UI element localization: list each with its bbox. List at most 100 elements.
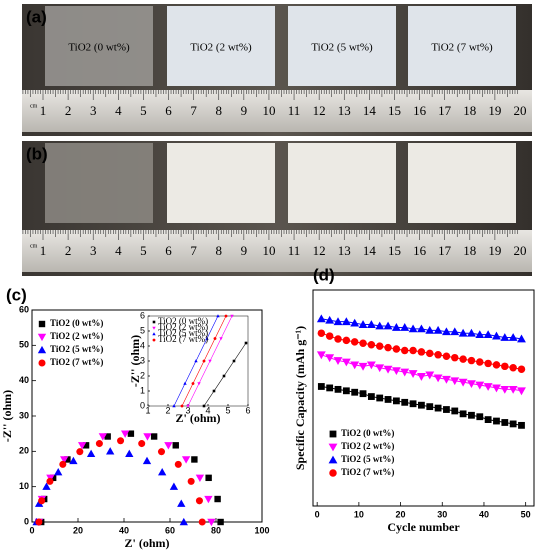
data-point xyxy=(125,449,134,458)
film-sample xyxy=(288,6,396,86)
data-point xyxy=(358,320,368,328)
ruler-number: 19 xyxy=(488,103,501,118)
y-axis-label: -Z'' (ohm) xyxy=(0,390,14,442)
ruler-number: 8 xyxy=(215,103,222,118)
data-point xyxy=(500,385,510,394)
data-point xyxy=(391,367,401,376)
data-point xyxy=(500,333,510,341)
data-point xyxy=(169,482,179,490)
data-point xyxy=(408,324,418,333)
legend-marker xyxy=(152,332,156,336)
ruler-number: 15 xyxy=(388,243,401,258)
data-point xyxy=(517,334,526,343)
data-point xyxy=(509,364,517,372)
ruler-number: 15 xyxy=(388,103,401,118)
ruler-number: 1 xyxy=(40,243,47,258)
ruler-number: 14 xyxy=(363,243,377,258)
data-point xyxy=(484,416,492,423)
data-point xyxy=(342,336,351,345)
legend-label: TiO2 (2 wt%) xyxy=(50,331,103,341)
data-point xyxy=(325,332,334,340)
data-point xyxy=(104,433,111,440)
ruler-number: 16 xyxy=(413,243,427,258)
y-tick-label: 6 xyxy=(140,310,145,320)
x-tick-label: 2 xyxy=(165,405,170,415)
data-point xyxy=(187,477,195,485)
data-point xyxy=(426,403,434,411)
data-point xyxy=(317,383,325,390)
data-point xyxy=(518,421,525,429)
data-point xyxy=(142,456,152,465)
sample-label: TiO2 (0 wt%) xyxy=(68,42,130,54)
legend-marker xyxy=(152,320,156,324)
data-point xyxy=(86,449,96,458)
x-tick-label: 6 xyxy=(245,405,250,415)
ruler-number: 20 xyxy=(514,243,527,258)
data-point xyxy=(468,411,475,419)
x-tick-label: 5 xyxy=(225,405,230,415)
data-point xyxy=(451,407,459,415)
data-point xyxy=(384,343,392,352)
data-point xyxy=(180,404,184,408)
data-point xyxy=(366,361,376,370)
ruler-number: 5 xyxy=(140,243,147,258)
data-point xyxy=(316,351,326,360)
data-point xyxy=(467,328,476,337)
y-tick-label: 30 xyxy=(19,410,29,420)
data-point xyxy=(350,318,360,327)
data-point xyxy=(359,390,367,398)
data-point xyxy=(392,345,401,353)
data-point xyxy=(459,410,467,418)
ruler xyxy=(22,230,532,272)
data-point xyxy=(483,383,493,391)
data-point xyxy=(458,328,468,337)
x-tick-label: 80 xyxy=(211,525,221,535)
y-tick-label: 2 xyxy=(140,370,145,380)
data-point xyxy=(350,361,360,370)
y-tick-label: 0 xyxy=(140,400,145,410)
data-point xyxy=(517,365,526,373)
data-point xyxy=(219,337,223,341)
legend-marker xyxy=(328,443,338,452)
data-point xyxy=(509,420,517,428)
data-point xyxy=(46,477,54,485)
data-point xyxy=(476,413,484,421)
data-point xyxy=(342,387,350,395)
legend-marker xyxy=(152,338,156,342)
data-point xyxy=(408,370,418,378)
data-point xyxy=(198,518,206,526)
data-point xyxy=(384,396,392,403)
data-point xyxy=(172,442,179,449)
data-point xyxy=(416,324,426,333)
data-point xyxy=(392,397,400,405)
data-point xyxy=(443,406,450,413)
ruler-unit: cm xyxy=(30,243,38,249)
data-point xyxy=(150,433,158,440)
data-point xyxy=(417,348,426,356)
legend-label: TiO2 (5 wt%) xyxy=(341,454,394,464)
panel-label: (a) xyxy=(26,7,47,26)
x-axis-label: Z' (ohm) xyxy=(176,411,221,425)
x-tick-label: 50 xyxy=(521,509,531,519)
ruler-number: 11 xyxy=(288,243,301,258)
data-point xyxy=(194,359,198,363)
legend-label: TiO2 (2 wt%) xyxy=(158,322,208,332)
ruler xyxy=(22,90,532,132)
sample-label: TiO2 (7 wt%) xyxy=(431,42,493,54)
data-point xyxy=(244,341,248,345)
ruler-number: 19 xyxy=(488,243,501,258)
data-point xyxy=(467,356,476,365)
film-sample xyxy=(167,6,275,86)
data-point xyxy=(409,346,417,355)
data-point xyxy=(325,315,335,324)
film-sample xyxy=(167,143,275,223)
data-point xyxy=(191,456,198,463)
film-sample xyxy=(288,143,396,223)
data-point xyxy=(60,456,69,464)
ruler-number: 7 xyxy=(190,243,197,258)
data-point xyxy=(316,314,326,323)
data-point xyxy=(383,321,393,330)
data-point xyxy=(69,456,78,465)
ruler-number: 16 xyxy=(413,103,427,118)
data-point xyxy=(350,338,359,346)
